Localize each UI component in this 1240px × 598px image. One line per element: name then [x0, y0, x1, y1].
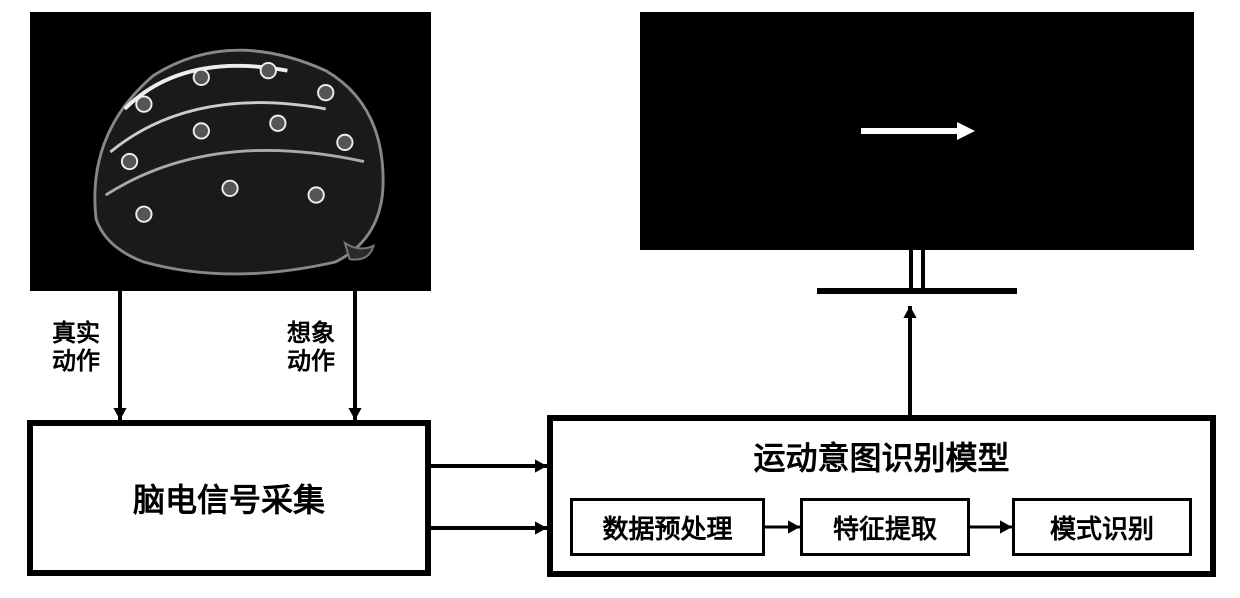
- eeg-acquisition-label: 脑电信号采集: [133, 475, 325, 521]
- edge-eeg-to-model-top: [431, 459, 547, 472]
- edge-eeg-to-model-bottom: [431, 521, 547, 534]
- monitor-neck: [909, 250, 925, 288]
- preprocessing-box: 数据预处理: [570, 498, 765, 556]
- motion-intent-model-title: 运动意图识别模型: [553, 433, 1210, 479]
- preprocessing-label: 数据预处理: [602, 509, 732, 546]
- eeg-acquisition-box: 脑电信号采集: [27, 420, 431, 576]
- feature-extraction-label: 特征提取: [833, 509, 937, 546]
- monitor-base: [817, 288, 1017, 302]
- monitor: [640, 12, 1194, 306]
- feature-extraction-box: 特征提取: [800, 498, 970, 556]
- brain-image-box: [30, 12, 431, 291]
- edge-brain-to-eeg-right: [348, 291, 361, 420]
- real-action-label: 真实 动作: [52, 320, 100, 375]
- monitor-arrow-icon: [857, 119, 977, 143]
- eeg-cap-illustration: [36, 18, 425, 285]
- imagine-action-label: 想象 动作: [287, 320, 335, 375]
- monitor-screen: [640, 12, 1194, 250]
- pattern-recognition-label: 模式识别: [1050, 509, 1154, 546]
- edge-model-to-monitor: [903, 306, 916, 415]
- pattern-recognition-box: 模式识别: [1012, 498, 1192, 556]
- edge-brain-to-eeg-left: [113, 291, 126, 420]
